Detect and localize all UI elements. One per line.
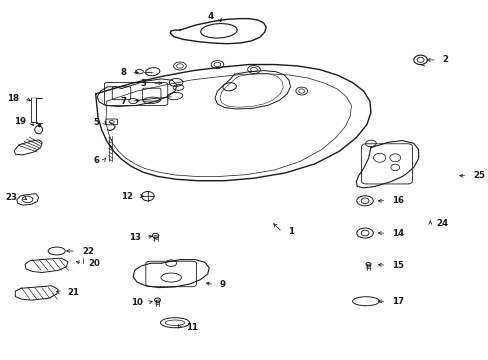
- Text: 11: 11: [185, 323, 197, 332]
- Text: 14: 14: [391, 229, 404, 238]
- Text: 17: 17: [391, 297, 404, 306]
- Text: 16: 16: [391, 196, 404, 205]
- Text: 12: 12: [121, 192, 133, 201]
- Text: 5: 5: [93, 118, 99, 127]
- Text: 20: 20: [88, 259, 100, 268]
- Text: 8: 8: [120, 68, 126, 77]
- Text: 9: 9: [220, 280, 225, 289]
- Text: 2: 2: [442, 55, 447, 64]
- Text: 21: 21: [67, 288, 79, 297]
- Text: 25: 25: [472, 171, 484, 180]
- Text: 19: 19: [14, 117, 26, 126]
- Text: 15: 15: [391, 261, 404, 270]
- Text: 22: 22: [82, 247, 94, 256]
- Text: 10: 10: [131, 298, 142, 307]
- Text: 7: 7: [120, 96, 126, 105]
- Text: 4: 4: [207, 12, 214, 21]
- Text: 23: 23: [6, 193, 18, 202]
- Text: 18: 18: [7, 94, 19, 103]
- Text: 6: 6: [93, 156, 99, 165]
- Text: 1: 1: [287, 228, 293, 237]
- Text: 24: 24: [435, 219, 447, 228]
- Text: 3: 3: [141, 79, 146, 88]
- Text: 13: 13: [129, 233, 141, 242]
